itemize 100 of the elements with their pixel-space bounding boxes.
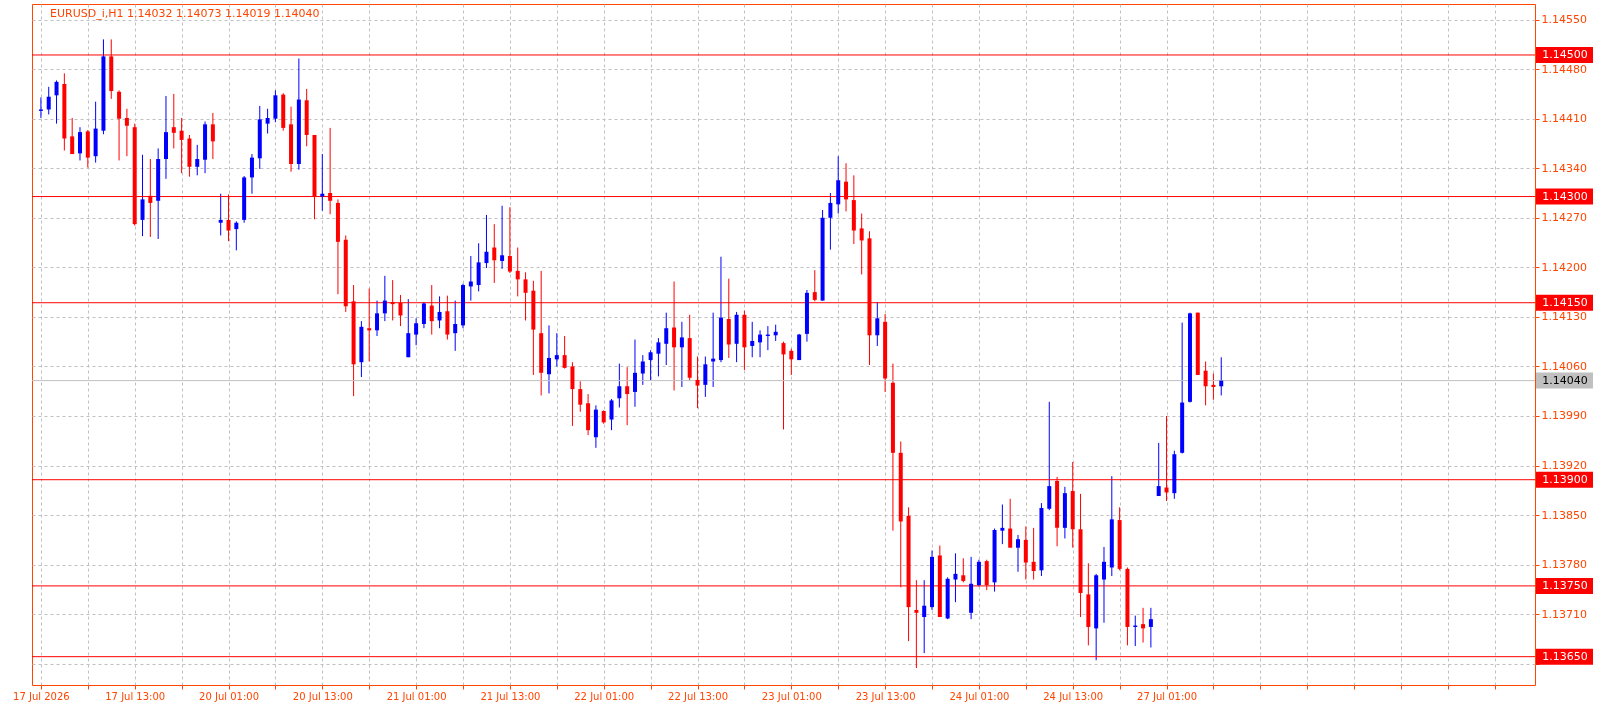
y-tick-label: 1.14130: [1541, 310, 1587, 324]
candlestick: [679, 321, 684, 388]
x-tick-label: 20 Jul 13:00: [292, 690, 353, 702]
candlestick: [273, 89, 278, 123]
candlestick: [124, 108, 129, 157]
y-tick-label: 1.14480: [1541, 62, 1587, 76]
candlestick: [140, 154, 145, 237]
candlestick: [547, 324, 551, 394]
x-tick-label: 17 Jul 13:00: [105, 690, 166, 702]
x-tick-label: 24 Jul 01:00: [949, 690, 1010, 702]
candlestick: [437, 295, 442, 329]
candlestick: [38, 96, 43, 119]
candlestick: [382, 275, 387, 322]
x-tick-label: 21 Jul 01:00: [386, 690, 447, 702]
x-tick-label: 22 Jul 13:00: [668, 690, 728, 702]
candlestick: [961, 557, 966, 583]
y-tick-label: 1.13780: [1541, 558, 1587, 572]
ref-line-label: 1.13900: [1542, 472, 1588, 486]
ref-line-label: 1.14300: [1542, 189, 1588, 203]
candlestick: [1203, 360, 1208, 406]
candlestick: [507, 206, 512, 274]
y-tick-label: 1.14200: [1541, 260, 1587, 274]
x-tick-label: 24 Jul 13:00: [1043, 690, 1104, 702]
candlestick: [320, 153, 325, 212]
candlestick: [1023, 525, 1028, 581]
candlestick: [179, 117, 184, 174]
candlestick: [664, 312, 669, 366]
candlestick: [976, 559, 981, 588]
y-tick-label: 1.13990: [1541, 409, 1587, 423]
candlestick: [570, 361, 575, 427]
y-tick-label: 1.14550: [1541, 13, 1587, 27]
ref-line-label: 1.14150: [1542, 295, 1588, 309]
candlestick: [875, 301, 880, 347]
candlestick: [210, 112, 215, 160]
candlestick: [758, 329, 763, 358]
candlestick: [414, 317, 419, 346]
y-tick-label: 1.13850: [1541, 508, 1587, 522]
y-tick-label: 1.14410: [1541, 112, 1587, 126]
candlestick: [609, 398, 614, 431]
ref-line-label: 1.13650: [1542, 649, 1588, 663]
candlestick: [453, 300, 458, 352]
y-tick-label: 1.14270: [1541, 211, 1587, 225]
candlestick: [1211, 373, 1216, 401]
candlestick: [234, 220, 239, 251]
candlestick: [953, 552, 958, 603]
x-tick-label: 20 Jul 01:00: [199, 690, 259, 702]
candlestick: [1148, 607, 1153, 648]
candlestick: [70, 117, 75, 155]
candlestick: [1016, 534, 1020, 573]
candlestick: [249, 153, 254, 195]
candlestick: [1141, 607, 1146, 644]
candlestick: [77, 126, 82, 161]
y-tick-label: 1.14340: [1541, 161, 1587, 175]
candlestick: [492, 223, 497, 284]
candlestick: [656, 337, 661, 377]
candlestick: [750, 321, 755, 358]
candlestick: [828, 192, 833, 251]
y-tick-label: 1.14060: [1541, 359, 1587, 373]
ref-line-label: 1.13750: [1542, 578, 1588, 592]
candlestick: [484, 214, 489, 269]
ref-line-label: 1.14500: [1542, 47, 1588, 61]
candlestick: [171, 93, 176, 149]
candlestick: [218, 193, 223, 236]
x-tick-label: 17 Jul 2026: [13, 690, 70, 702]
candlestick: [468, 255, 473, 302]
candlestick: [1047, 401, 1052, 511]
candlestick: [46, 86, 51, 115]
candlestick: [375, 300, 380, 337]
candlestick: [1008, 498, 1013, 549]
candlestick: [500, 205, 505, 270]
candlestick: [1101, 546, 1106, 624]
candlestick: [476, 242, 481, 292]
chart-title: EURUSD_i,H1 1.14032 1.14073 1.14019 1.14040: [50, 7, 320, 20]
candlestick: [617, 363, 622, 408]
candlestick: [632, 339, 637, 408]
candlestick: [1031, 527, 1036, 581]
x-tick-label: 22 Jul 01:00: [574, 690, 635, 702]
y-tick-label: 1.13710: [1541, 607, 1587, 621]
candlestick: [421, 301, 426, 329]
candlestick: [195, 144, 200, 176]
x-tick-label: 21 Jul 13:00: [480, 690, 541, 702]
candlestick: [625, 366, 630, 426]
x-tick-label: 27 Jul 01:00: [1137, 690, 1198, 702]
candlestick: [640, 354, 645, 386]
candlestick: [1000, 503, 1005, 545]
x-tick-label: 23 Jul 01:00: [761, 690, 822, 702]
candlestick: [789, 348, 794, 376]
x-tick-label: 23 Jul 13:00: [855, 690, 916, 702]
candlestick: [859, 213, 864, 275]
y-tick-label: 1.13920: [1541, 459, 1587, 473]
candlestick: [648, 349, 653, 382]
candlestick: [265, 108, 270, 135]
candlestick: [515, 247, 520, 297]
candlestick: [554, 332, 559, 367]
candlestick: [781, 341, 786, 430]
ref-line-label: 1.14040: [1542, 373, 1588, 387]
candlestick: [562, 335, 567, 370]
candlestick: [703, 356, 708, 398]
candlestick: [1156, 442, 1161, 497]
candlestick: [695, 356, 700, 409]
